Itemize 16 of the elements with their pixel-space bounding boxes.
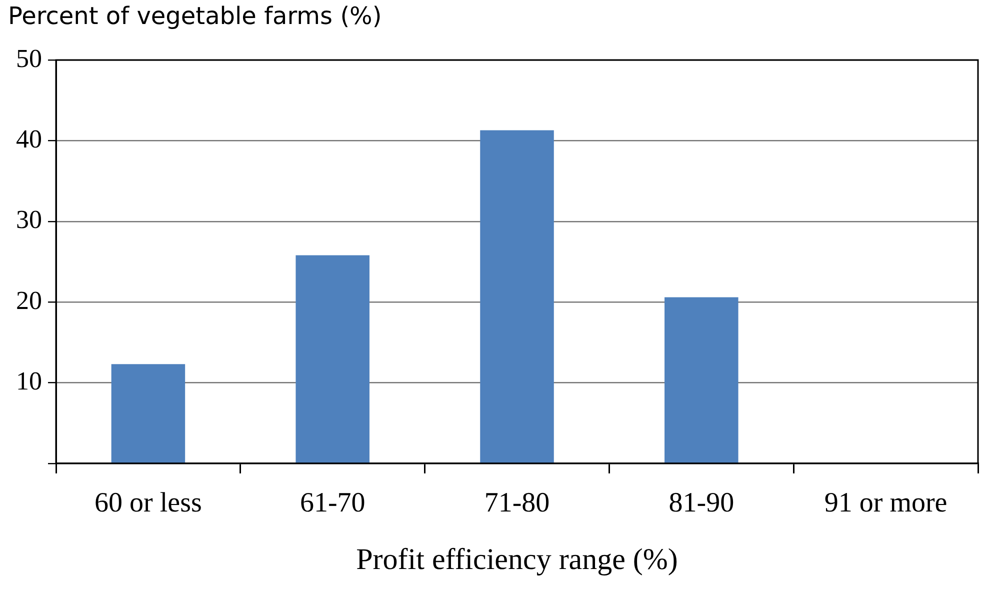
x-tick-label: 91 or more bbox=[824, 488, 948, 519]
bar bbox=[111, 364, 186, 463]
x-tick-label: 60 or less bbox=[94, 488, 202, 519]
y-tick-label: 20 bbox=[16, 286, 42, 315]
y-axis-title: Percent of vegetable farms (%) bbox=[8, 2, 382, 30]
y-tick-label: 40 bbox=[16, 124, 42, 154]
x-tick-label: 61-70 bbox=[300, 488, 366, 519]
y-tick-label: 10 bbox=[16, 366, 42, 396]
bar bbox=[296, 255, 370, 463]
y-tick-label: 30 bbox=[16, 205, 42, 234]
x-axis-title: Profit efficiency range (%) bbox=[356, 542, 678, 576]
bar bbox=[480, 130, 554, 463]
bar bbox=[664, 297, 738, 463]
x-tick-label: 71-80 bbox=[484, 488, 550, 519]
x-tick-label: 81-90 bbox=[668, 488, 734, 519]
y-tick-label: 50 bbox=[16, 44, 42, 73]
